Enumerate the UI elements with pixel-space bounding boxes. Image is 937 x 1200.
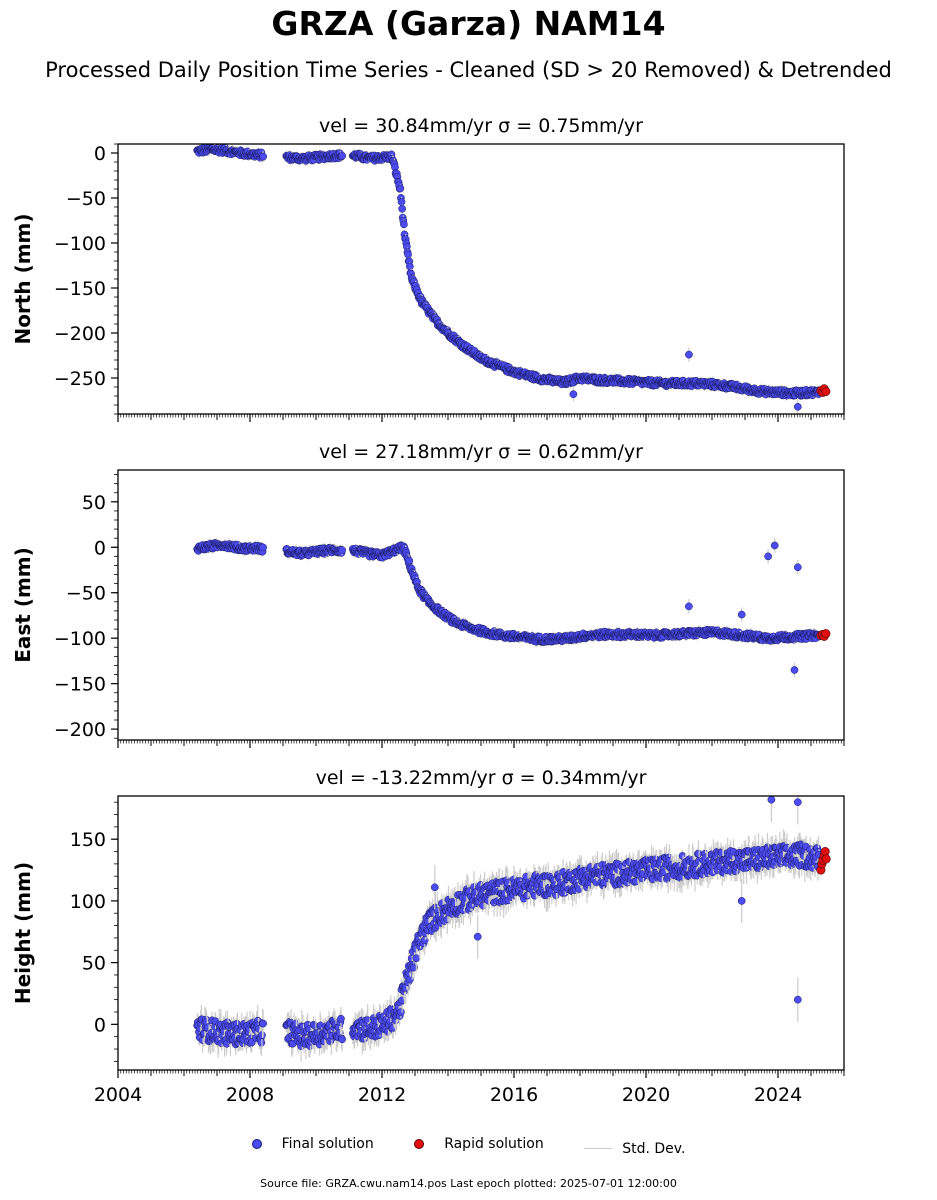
plot-frame [117,143,845,415]
y-tick-label: −100 [54,233,106,255]
plot-area [193,796,831,1062]
final-solution-point [338,546,346,554]
y-tick-label: −50 [66,188,106,210]
y-tick-label: −150 [54,674,106,696]
outlier-point [569,390,578,399]
panel-title: vel = 30.84mm/yr σ = 0.75mm/yr [319,115,643,137]
panel-title: vel = 27.18mm/yr σ = 0.62mm/yr [319,441,643,463]
plot-area [193,144,831,414]
final-solution-point [404,250,412,259]
outlier-point [685,350,693,359]
final-solution-point [397,197,406,206]
y-tick-label: 0 [94,537,106,559]
outlier-point [770,541,779,550]
final-solution-point [259,152,267,161]
y-tick-label: 0 [94,143,106,165]
y-tick-label: −200 [54,719,106,741]
plot-area [193,538,831,678]
final-solution-point [396,184,405,193]
panel-1: 0 −50 −100 −150 −200 −250 vel = 30.84mm/yr σ =… [11,115,845,422]
final-solution-point [406,262,414,271]
y-tick-label: −50 [66,583,106,605]
outlier-point [790,666,799,674]
page-title: GRZA (Garza) NAM14 [271,4,666,43]
y-tick-label: 50 [82,492,106,514]
y-tick-label: −200 [54,323,106,345]
y-tick-label: −100 [54,628,106,650]
rapid-solution-point [821,629,831,639]
plot-frame [117,469,845,741]
final-solution-point [259,1019,267,1028]
final-solution-point [338,151,346,160]
outlier-point [793,563,802,572]
y-tick-label: −150 [54,278,106,300]
outlier-point [737,610,746,619]
final-solution-point [259,543,267,552]
page-subtitle: Processed Daily Position Time Series - C… [45,58,892,82]
y-axis-label: North (mm) [11,213,35,344]
rapid-solution-point [821,386,831,396]
outlier-point [685,602,693,611]
final-solution-point [398,204,406,213]
final-solution-point [400,220,408,229]
outlier-point [764,552,772,561]
y-axis-label: East (mm) [11,547,35,663]
y-tick-label: −250 [54,368,106,390]
outlier-point [793,402,802,411]
panel-2: 50 0 −50 −100 −150 −200 vel = 27.18mm/yr σ = 0… [11,441,845,748]
